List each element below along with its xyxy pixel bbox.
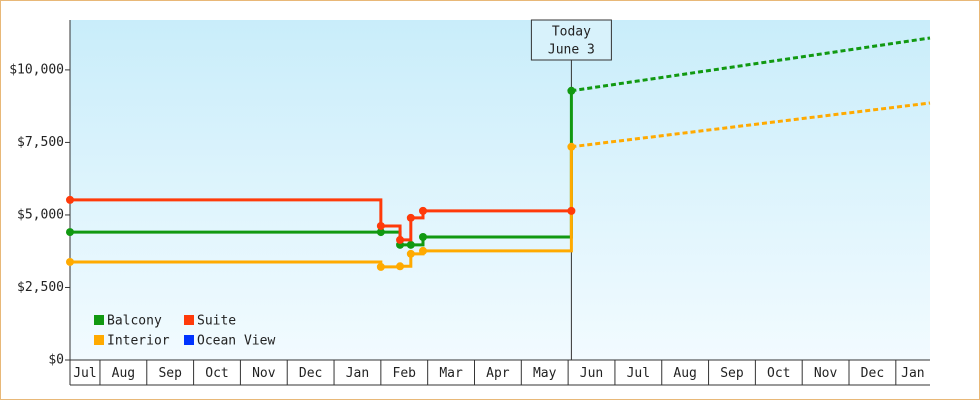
x-tick-label: Mar xyxy=(439,366,463,381)
legend-swatch xyxy=(94,315,104,325)
point xyxy=(418,246,427,255)
y-tick-label: $0 xyxy=(48,353,64,368)
legend-label: Suite xyxy=(197,314,236,329)
x-tick-label: Jul xyxy=(73,366,96,381)
x-tick-label: Jan xyxy=(901,366,924,381)
x-tick-label: Sep xyxy=(720,366,744,381)
x-tick-label: Apr xyxy=(486,366,510,381)
point xyxy=(396,262,405,271)
point xyxy=(376,221,385,230)
x-tick-label: Jun xyxy=(580,366,603,381)
x-tick-label: Dec xyxy=(299,366,322,381)
point xyxy=(418,232,427,241)
legend-label: Balcony xyxy=(107,314,162,329)
today-box xyxy=(530,19,612,61)
point xyxy=(376,262,385,271)
x-tick-label: Nov xyxy=(252,366,276,381)
point xyxy=(66,228,74,237)
forecast-line xyxy=(571,101,931,149)
x-tick-label: Sep xyxy=(158,366,182,381)
plot-area xyxy=(70,20,930,360)
point xyxy=(376,228,385,237)
point xyxy=(396,235,405,244)
point xyxy=(66,257,74,266)
today-label: June 3 xyxy=(548,43,595,58)
y-tick-label: $2,500 xyxy=(17,280,64,295)
point xyxy=(567,206,576,215)
point xyxy=(66,195,74,204)
x-tick-label: Oct xyxy=(205,366,228,381)
y-tick-label: $10,000 xyxy=(9,62,64,77)
legend-label: Interior xyxy=(107,334,170,349)
x-tick-label: Oct xyxy=(767,366,790,381)
x-tick-label: Feb xyxy=(393,366,417,381)
point xyxy=(406,240,415,249)
x-tick-label: Dec xyxy=(861,366,884,381)
x-tick-label: Aug xyxy=(112,366,135,381)
point xyxy=(418,206,427,215)
legend-swatch xyxy=(184,315,194,325)
x-tick-label: Nov xyxy=(814,366,838,381)
legend-swatch xyxy=(94,335,104,345)
x-tick-label: Jul xyxy=(627,366,650,381)
x-tick-label: Jan xyxy=(346,366,369,381)
forecast-line xyxy=(571,36,931,93)
x-tick-label: May xyxy=(533,366,557,381)
legend-label: Ocean View xyxy=(197,334,275,349)
point xyxy=(406,213,415,222)
legend-swatch xyxy=(184,335,194,345)
y-tick-label: $5,000 xyxy=(17,207,64,222)
y-tick-label: $7,500 xyxy=(17,135,64,150)
point xyxy=(406,249,415,258)
x-tick-label: Aug xyxy=(673,366,696,381)
today-label: Today xyxy=(552,25,591,40)
